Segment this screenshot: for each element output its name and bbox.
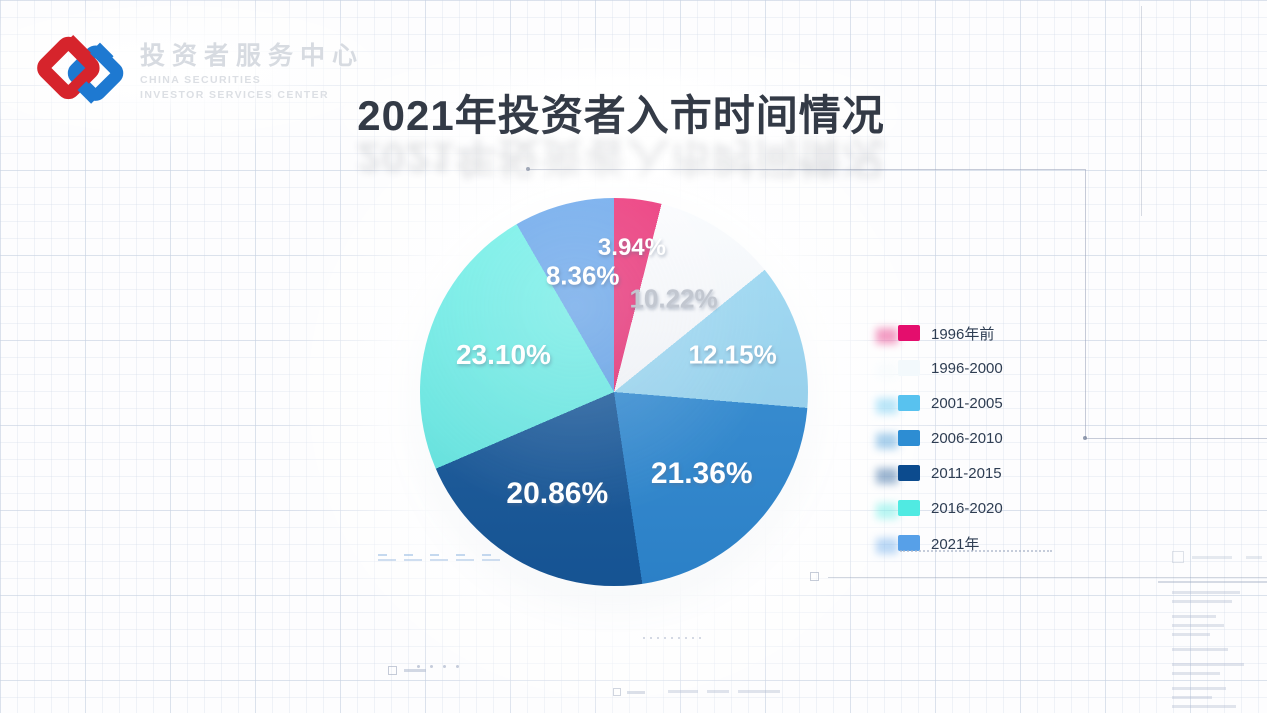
brand-name-en-line2: INVESTOR SERVICES CENTER (140, 89, 329, 101)
slice-label-2011-2015: 20.86% (506, 476, 609, 510)
legend-swatch (898, 500, 920, 516)
legend-swatch (898, 465, 920, 481)
slice-label-2001-2005: 12.15% (688, 339, 777, 370)
legend-item: 1996-2000 (898, 357, 1003, 379)
brand-name-zh: 投资者服务中心 (140, 42, 365, 70)
legend-swatch (898, 395, 920, 411)
brand-header: 投资者服务中心 CHINA SECURITIES INVESTOR SERVIC… (36, 28, 364, 110)
legend-swatch (898, 430, 920, 446)
legend-swatch (898, 535, 920, 551)
decor-spec-block (1158, 545, 1267, 713)
legend-label: 1996-2000 (931, 359, 1003, 377)
legend: 1996年前 1996-2000 2001-2005 2006-2010 201… (898, 322, 1052, 567)
legend-swatch (898, 325, 920, 341)
slice-label-2021: 8.36% (545, 260, 620, 291)
legend-swatch (898, 360, 920, 376)
decor-dotted-line (900, 550, 1052, 552)
slice-label-2006-2010: 21.36% (650, 457, 753, 491)
slice-label-1996-qian: 3.94% (597, 233, 666, 261)
legend-item: 2011-2015 (898, 462, 1003, 484)
legend-label: 2001-2005 (931, 394, 1003, 412)
legend-label: 1996年前 (931, 325, 995, 343)
pie (420, 198, 808, 586)
slice-label-1996-2000: 10.22% (629, 283, 718, 314)
legend-label: 2016-2020 (931, 499, 1003, 517)
title-reflection: 2021年投资者入市时间情况 (357, 134, 885, 181)
legend-item: 2016-2020 (898, 497, 1003, 519)
pie-chart: 3.94% 10.22% 12.15% 21.36% 20.86% 23.10%… (420, 198, 808, 586)
legend-label: 2006-2010 (931, 429, 1003, 447)
brand-name-en-line1: CHINA SECURITIES (140, 74, 262, 86)
legend-item: 1996年前 (898, 322, 1003, 344)
brand-text-block: 投资者服务中心 CHINA SECURITIES INVESTOR SERVIC… (140, 36, 364, 102)
slice-label-2016-2020: 23.10% (455, 339, 551, 371)
legend-item: 2006-2010 (898, 427, 1003, 449)
csisc-logo-icon (37, 34, 124, 104)
legend-label: 2011-2015 (931, 464, 1002, 482)
legend-label: 2021年 (931, 535, 980, 553)
page-title: 2021年投资者入市时间情况 (357, 92, 885, 139)
legend-item: 2001-2005 (898, 392, 1003, 414)
legend-item: 2021年 (898, 532, 1003, 554)
